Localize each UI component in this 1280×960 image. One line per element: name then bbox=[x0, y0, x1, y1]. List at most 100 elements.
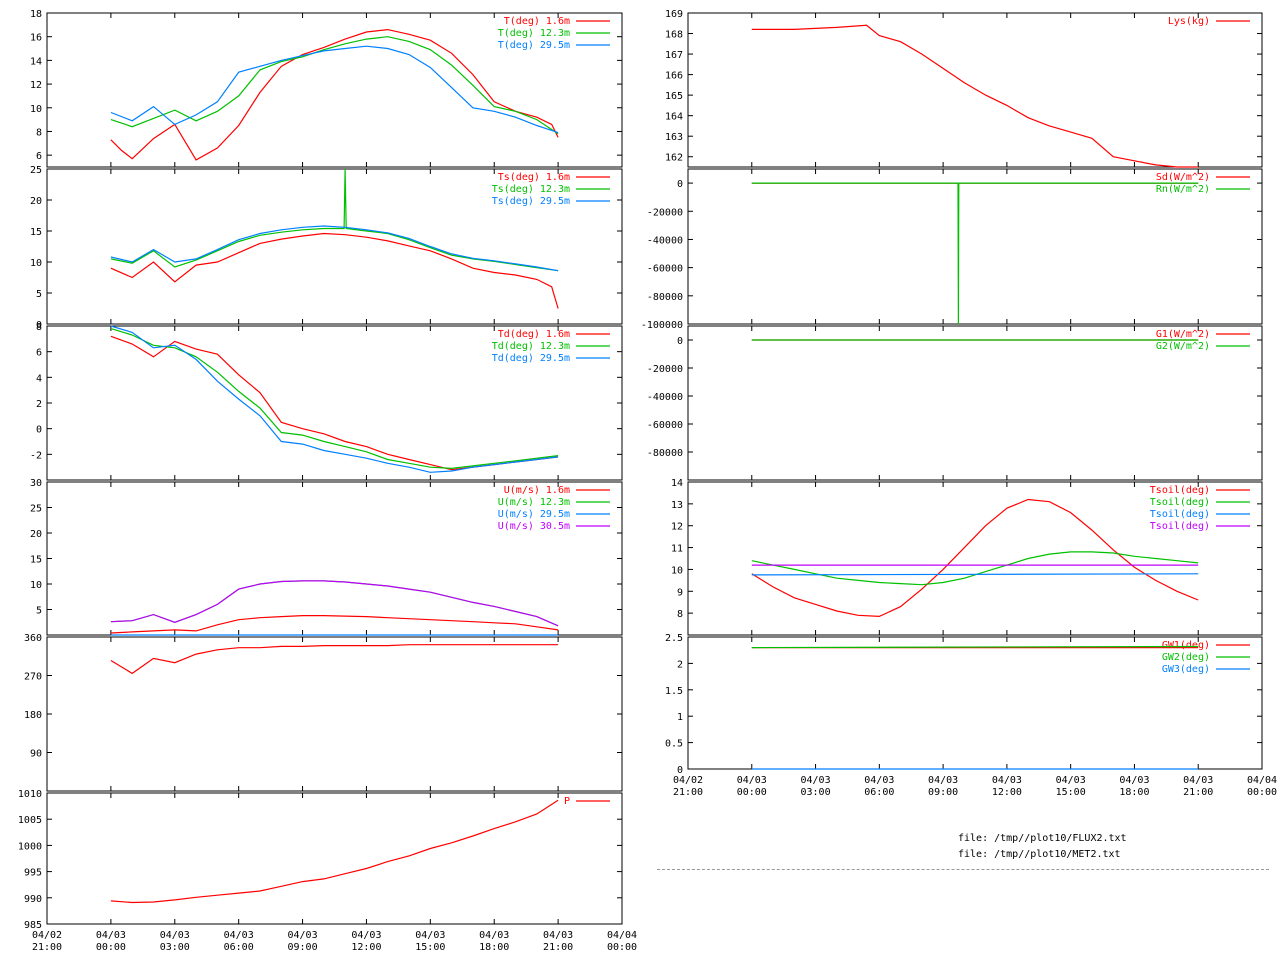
radiation-ytick-label: -60000 bbox=[647, 264, 683, 275]
sonic-temp-ytick-label: 5 bbox=[36, 289, 42, 300]
radiation-ytick-label: -40000 bbox=[647, 235, 683, 246]
radiation-ytick-label: 0 bbox=[677, 179, 683, 190]
soil-temp-series-0 bbox=[751, 498, 1199, 618]
radiation-series-1 bbox=[751, 182, 1199, 325]
time-tick-hour: 00:00 bbox=[607, 942, 637, 953]
pressure-ytick-label: 1000 bbox=[18, 841, 42, 852]
radiation-frame bbox=[687, 168, 1263, 325]
sonic-temp-ytick-label: 10 bbox=[30, 258, 42, 269]
sonic-temp-legend-label-0: Ts(deg) 1.6m bbox=[498, 172, 570, 183]
time-tick-hour: 03:00 bbox=[160, 942, 190, 953]
dew-point-ytick-label: 0 bbox=[36, 425, 42, 436]
wind-speed-legend-label-0: U(m/s) 1.6m bbox=[504, 485, 570, 496]
pressure-ytick-label: 995 bbox=[24, 868, 42, 879]
wind-speed-ytick-label: 15 bbox=[30, 555, 42, 566]
soil-temp-ytick-label: 8 bbox=[677, 609, 683, 620]
ground-flux-ytick-label: -40000 bbox=[647, 392, 683, 403]
time-tick-date: 04/03 bbox=[224, 930, 254, 941]
soil-temp-legend-label-1: Tsoil(deg) bbox=[1150, 497, 1210, 508]
wind-speed-series-3 bbox=[110, 580, 559, 627]
air-temp-series-2 bbox=[110, 45, 559, 134]
ground-water-ytick-label: 0.5 bbox=[665, 739, 683, 750]
sonic-temp-ytick-label: 15 bbox=[30, 227, 42, 238]
air-temp-ytick-label: 18 bbox=[30, 9, 42, 20]
air-temp-legend-label-2: T(deg) 29.5m bbox=[498, 40, 570, 51]
pressure-ytick-label: 1005 bbox=[18, 815, 42, 826]
radiation-ytick-label: -100000 bbox=[641, 320, 683, 331]
air-temp-series-0 bbox=[110, 28, 559, 161]
soil-temp-ytick-label: 14 bbox=[671, 478, 683, 489]
ground-flux-ytick-label: -60000 bbox=[647, 420, 683, 431]
wind-speed-series-1 bbox=[110, 580, 559, 627]
time-tick-date: 04/02 bbox=[32, 930, 62, 941]
soil-temp-frame bbox=[687, 481, 1263, 636]
mass-legend-label-0: Lys(kg) bbox=[1168, 16, 1210, 27]
ground-water-ytick-label: 1 bbox=[677, 712, 683, 723]
wind-speed-ytick-label: 30 bbox=[30, 478, 42, 489]
dew-point-series-2 bbox=[110, 325, 559, 473]
time-tick-hour: 06:00 bbox=[864, 787, 894, 798]
dew-point-legend-label-2: Td(deg) 29.5m bbox=[492, 353, 570, 364]
ground-water-ytick-label: 2.5 bbox=[665, 633, 683, 644]
mass-ytick-label: 166 bbox=[665, 71, 683, 82]
dew-point-ytick-label: -2 bbox=[30, 450, 42, 461]
pressure-series-0 bbox=[110, 799, 559, 904]
soil-temp-legend-label-2: Tsoil(deg) bbox=[1150, 509, 1210, 520]
time-tick-date: 04/03 bbox=[479, 930, 509, 941]
pressure-ytick-label: 990 bbox=[24, 894, 42, 905]
dew-point-ytick-label: 8 bbox=[36, 322, 42, 333]
sonic-temp-ytick-label: 0 bbox=[36, 320, 42, 331]
time-tick-hour: 09:00 bbox=[288, 942, 318, 953]
mass-ytick-label: 165 bbox=[665, 91, 683, 102]
wind-direction-ytick-label: 180 bbox=[24, 710, 42, 721]
ground-water-ytick-label: 0 bbox=[677, 765, 683, 776]
mass-ytick-label: 164 bbox=[665, 112, 683, 123]
soil-temp-series-2 bbox=[751, 573, 1199, 576]
air-temp-frame bbox=[46, 12, 623, 168]
air-temp-series-1 bbox=[110, 36, 559, 135]
radiation-legend-label-1: Rn(W/m^2) bbox=[1156, 184, 1210, 195]
pressure-frame bbox=[46, 792, 623, 925]
time-tick-date: 04/03 bbox=[737, 775, 767, 786]
wind-speed-legend-label-3: U(m/s) 30.5m bbox=[498, 521, 570, 532]
sonic-temp-frame bbox=[46, 168, 623, 325]
time-tick-date: 04/03 bbox=[928, 775, 958, 786]
mass-ytick-label: 167 bbox=[665, 50, 683, 61]
soil-temp-ytick-label: 10 bbox=[671, 565, 683, 576]
time-tick-hour: 21:00 bbox=[1183, 787, 1213, 798]
sonic-temp-ytick-label: 20 bbox=[30, 196, 42, 207]
dew-point-legend-label-0: Td(deg) 1.6m bbox=[498, 329, 570, 340]
time-tick-hour: 06:00 bbox=[224, 942, 254, 953]
time-tick-hour: 03:00 bbox=[801, 787, 831, 798]
mass-ytick-label: 169 bbox=[665, 9, 683, 20]
radiation-legend-label-0: Sd(W/m^2) bbox=[1156, 172, 1210, 183]
ground-flux-frame bbox=[687, 325, 1263, 481]
air-temp-ytick-label: 14 bbox=[30, 56, 42, 67]
soil-temp-ytick-label: 9 bbox=[677, 587, 683, 598]
air-temp-legend-label-1: T(deg) 12.3m bbox=[498, 28, 570, 39]
time-tick-date: 04/03 bbox=[1119, 775, 1149, 786]
wind-speed-legend-label-1: U(m/s) 12.3m bbox=[498, 497, 570, 508]
soil-temp-ytick-label: 12 bbox=[671, 522, 683, 533]
wind-speed-ytick-label: 5 bbox=[36, 606, 42, 617]
sonic-temp-series-2 bbox=[110, 225, 559, 272]
radiation-ytick-label: -80000 bbox=[647, 292, 683, 303]
wind-speed-ytick-label: 20 bbox=[30, 529, 42, 540]
time-tick-hour: 21:00 bbox=[673, 787, 703, 798]
time-tick-date: 04/03 bbox=[543, 930, 573, 941]
time-tick-date: 04/03 bbox=[992, 775, 1022, 786]
time-tick-hour: 00:00 bbox=[1247, 787, 1277, 798]
time-tick-date: 04/03 bbox=[1056, 775, 1086, 786]
ground-water-series-1 bbox=[751, 645, 1199, 649]
dew-point-ytick-label: 6 bbox=[36, 348, 42, 359]
time-tick-hour: 15:00 bbox=[415, 942, 445, 953]
ground-flux-ytick-label: -80000 bbox=[647, 448, 683, 459]
time-tick-hour: 18:00 bbox=[1119, 787, 1149, 798]
mass-ytick-label: 162 bbox=[665, 153, 683, 164]
wind-direction-frame bbox=[46, 636, 623, 792]
time-tick-hour: 18:00 bbox=[479, 942, 509, 953]
ground-water-legend-label-0: GW1(deg) bbox=[1162, 640, 1210, 651]
time-tick-date: 04/02 bbox=[673, 775, 703, 786]
wind-direction-ytick-label: 360 bbox=[24, 633, 42, 644]
